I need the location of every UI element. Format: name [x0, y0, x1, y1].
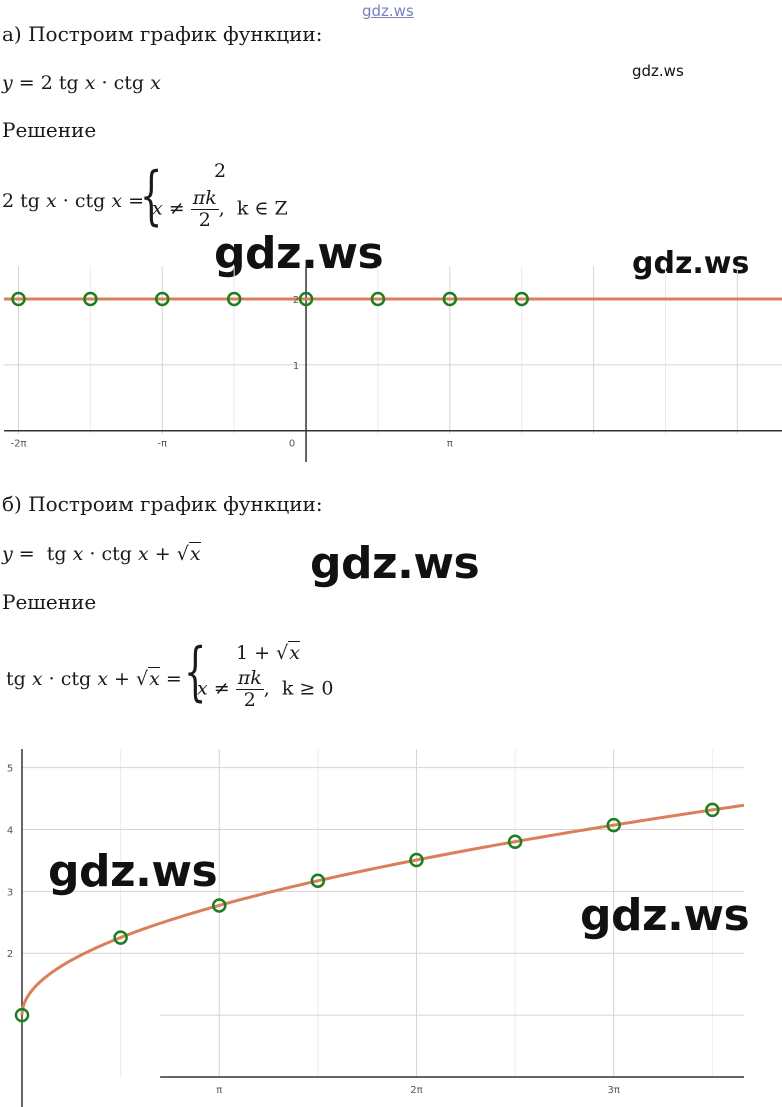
chart-b-y-tick-label: 5	[7, 764, 13, 775]
part-a-system-lhs: 2 tg x · ctg x =	[2, 190, 145, 212]
chart-b-ticks: π 2π 3π 2 3 4 5	[7, 764, 620, 1096]
chart-a-excluded-point	[11, 291, 26, 307]
chart-b-series	[20, 803, 745, 1016]
chart-a-ticks: -2π -π 0 π 1 2	[10, 295, 452, 450]
chart-a-y-tick-label: 2	[293, 295, 299, 306]
chart-a-x-tick-label: 0	[289, 439, 295, 450]
chart-b-x-tick-label: 2π	[410, 1085, 422, 1096]
part-b-system-condition: x ≠ πk 2, k ≥ 0	[197, 667, 334, 711]
chart-b-x-tick-label: π	[216, 1085, 222, 1096]
chart-b: π 2π 3π 2 3 4 5	[7, 749, 745, 1107]
chart-a-excluded-point	[370, 291, 386, 307]
part-b-system-lhs: tg x · ctg x + √x =	[6, 667, 182, 690]
watermark-big-b1: gdz.ws	[310, 538, 480, 589]
chart-a-excluded-point	[442, 291, 458, 307]
chart-a-excluded-points	[11, 291, 529, 307]
chart-a-excluded-point	[298, 291, 314, 307]
chart-a-x-tick-label: -π	[157, 439, 167, 450]
watermark-mid-a2: gdz.ws	[632, 246, 750, 281]
part-a-formula: y = 2 tg x · ctg x	[2, 72, 161, 94]
chart-b-y-tick-label: 4	[7, 825, 13, 836]
chart-a-excluded-point	[226, 291, 242, 307]
part-a-brace: {	[140, 159, 163, 233]
chart-b-y-tick-label: 3	[7, 887, 13, 898]
watermark-big-b2: gdz.ws	[48, 846, 218, 897]
chart-b-curve-1-plus-sqrt-x	[20, 803, 745, 1016]
chart-b-excluded-point	[310, 873, 326, 889]
chart-b-excluded-point	[606, 817, 621, 833]
part-a-solution-label: Решение	[2, 118, 97, 142]
watermark-small-right: gdz.ws	[632, 62, 684, 80]
watermark-big-b3: gdz.ws	[580, 890, 750, 941]
watermark-big-a1: gdz.ws	[214, 228, 384, 279]
chart-a-excluded-point	[83, 291, 98, 307]
part-b-formula: y = tg x · ctg x + √x	[2, 542, 201, 565]
chart-b-excluded-point	[705, 802, 720, 818]
chart-a-excluded-point	[514, 291, 529, 307]
chart-b-grid	[22, 749, 744, 1077]
chart-b-excluded-point	[113, 930, 128, 945]
part-b-solution-label: Решение	[2, 590, 97, 614]
part-a-heading: а) Построим график функции:	[2, 22, 323, 46]
chart-a-y-tick-label: 1	[293, 361, 299, 372]
part-b-system-top: 1 + √x	[236, 641, 300, 664]
chart-a-grid	[4, 266, 782, 434]
part-b-brace: {	[184, 635, 207, 709]
part-a-system-condition: x ≠ πk 2, k ∈ Z	[152, 187, 288, 231]
chart-b-axes	[21, 749, 744, 1107]
chart-b-excluded-point	[14, 1007, 30, 1023]
chart-b-excluded-point	[507, 834, 523, 849]
part-b-heading: б) Построим график функции:	[2, 492, 323, 516]
part-a-system-top: 2	[214, 160, 227, 182]
chart-a-x-tick-label: π	[447, 439, 453, 450]
top-watermark: gdz.ws	[362, 2, 414, 20]
chart-b-excluded-points	[14, 802, 720, 1023]
chart-b-excluded-point	[212, 898, 227, 913]
chart-a: -2π -π 0 π 1 2	[4, 266, 782, 462]
chart-b-y-tick-label: 2	[7, 949, 13, 960]
chart-a-x-tick-label: -2π	[10, 439, 26, 450]
chart-b-x-tick-label: 3π	[608, 1085, 620, 1096]
chart-b-excluded-point	[409, 852, 424, 868]
chart-a-excluded-point	[155, 291, 170, 307]
